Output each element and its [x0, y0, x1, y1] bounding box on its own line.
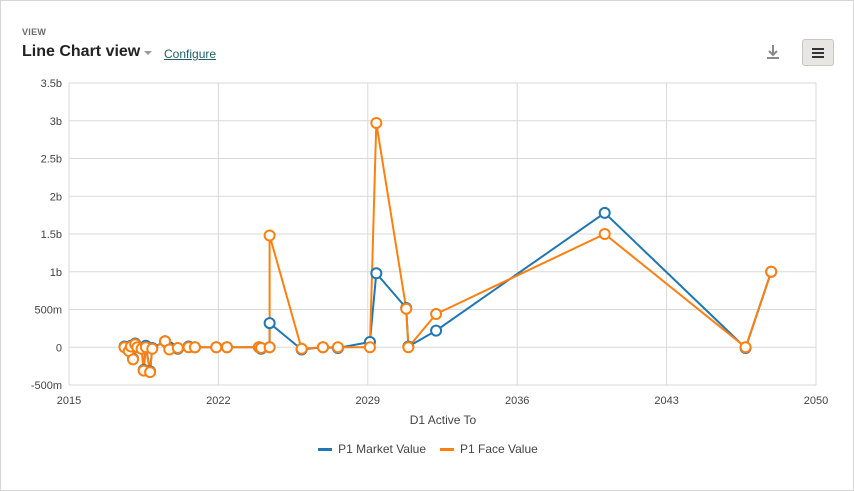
- y-tick-label: 1b: [50, 267, 62, 279]
- line-chart: -500m 0 500m 1b 1.5b 2b 2.5b 3b 3.5b 2015 2022 2029…: [31, 78, 828, 427]
- legend-swatch-market: [318, 447, 333, 451]
- data-point-face[interactable]: [363, 341, 376, 354]
- y-tick-label: 0: [56, 342, 62, 354]
- data-point-market[interactable]: [370, 267, 383, 280]
- y-tick-label: 3.5b: [41, 78, 62, 90]
- data-point-market[interactable]: [598, 206, 611, 219]
- grid-lines: [68, 82, 817, 386]
- x-tick-label: 2043: [654, 395, 678, 407]
- legend-label-face: P1 Face Value: [460, 442, 538, 456]
- caret-down-icon[interactable]: [144, 51, 152, 55]
- y-tick-label: 500m: [34, 305, 62, 317]
- x-tick-label: 2050: [804, 395, 828, 407]
- data-point-face[interactable]: [370, 117, 383, 130]
- x-tick-label: 2022: [206, 395, 230, 407]
- data-point-face[interactable]: [295, 342, 308, 355]
- data-point-face[interactable]: [400, 302, 413, 315]
- series-points: [118, 117, 778, 379]
- view-eyebrow-label: VIEW: [22, 27, 47, 37]
- chart-menu-button[interactable]: [802, 39, 834, 66]
- view-title[interactable]: Line Chart view: [22, 43, 141, 60]
- data-point-market[interactable]: [430, 324, 443, 337]
- data-point-face[interactable]: [127, 353, 140, 366]
- data-point-face[interactable]: [598, 228, 611, 240]
- data-point-face[interactable]: [739, 341, 752, 354]
- y-tick-label: 2b: [50, 191, 62, 203]
- data-point-face[interactable]: [171, 342, 184, 355]
- chart-legend: P1 Market Value P1 Face Value: [1, 441, 854, 457]
- series-lines: [123, 122, 773, 373]
- x-tick-label: 2036: [505, 395, 529, 407]
- data-point-face[interactable]: [220, 341, 233, 354]
- legend-label-market: P1 Market Value: [338, 442, 426, 456]
- x-tick-label: 2015: [57, 395, 81, 407]
- data-point-market[interactable]: [263, 317, 276, 330]
- download-icon: [767, 45, 779, 59]
- x-tick-label: 2029: [356, 395, 380, 407]
- y-tick-label: -500m: [31, 380, 62, 392]
- download-button[interactable]: [761, 40, 785, 64]
- data-point-face[interactable]: [188, 341, 201, 354]
- series-line-face: [123, 122, 773, 373]
- data-point-face[interactable]: [146, 342, 159, 355]
- legend-item-face[interactable]: P1 Face Value: [440, 442, 538, 456]
- x-axis-title: D1 Active To: [410, 413, 477, 427]
- data-point-face[interactable]: [210, 341, 223, 354]
- data-point-face[interactable]: [402, 341, 415, 354]
- data-point-face[interactable]: [765, 265, 778, 278]
- data-point-face[interactable]: [144, 366, 157, 379]
- legend-item-market[interactable]: P1 Market Value: [318, 442, 426, 456]
- data-point-face[interactable]: [430, 308, 443, 321]
- legend-swatch-face: [440, 447, 454, 451]
- y-tick-label: 3b: [50, 116, 62, 128]
- data-point-face[interactable]: [316, 341, 329, 354]
- axes: -500m 0 500m 1b 1.5b 2b 2.5b 3b 3.5b 2015 2022 2029…: [31, 78, 828, 407]
- configure-link[interactable]: Configure: [164, 47, 217, 61]
- y-tick-label: 1.5b: [41, 229, 62, 241]
- data-point-face[interactable]: [331, 341, 344, 354]
- data-point-face[interactable]: [263, 229, 276, 242]
- data-point-face[interactable]: [263, 341, 276, 354]
- hamburger-menu-icon: [812, 47, 824, 58]
- y-tick-label: 2.5b: [41, 154, 62, 166]
